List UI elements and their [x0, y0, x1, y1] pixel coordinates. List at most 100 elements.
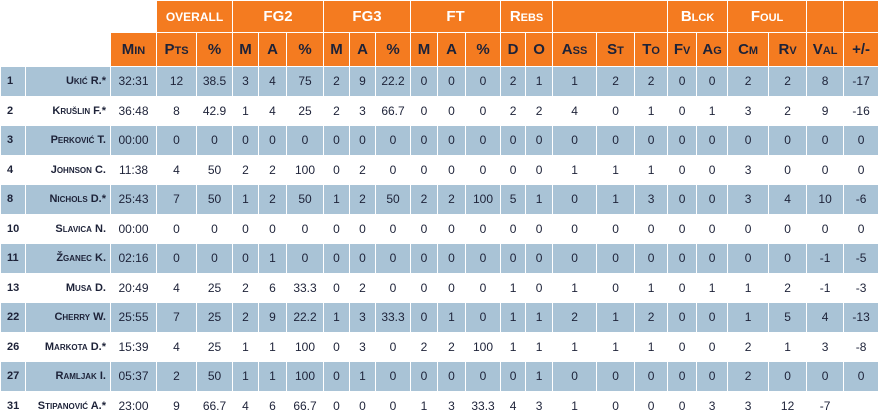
column-header: % — [375, 32, 412, 67]
stat-cell: 1 — [525, 66, 554, 97]
stat-cell: 2 — [500, 66, 527, 97]
player-name: Slavica N. — [25, 213, 111, 244]
stat-cell: 2 — [410, 184, 439, 215]
stat-cell: 0 — [437, 66, 467, 97]
player-name: Musa D. — [25, 272, 111, 303]
stat-cell: 1 — [525, 361, 554, 392]
header-blank — [843, 0, 878, 33]
column-header: D — [500, 32, 527, 67]
stat-cell: 1 — [634, 331, 669, 362]
stat-cell: 0 — [286, 243, 325, 274]
stat-cell: 66.7 — [375, 95, 412, 126]
player-number: 8 — [0, 184, 26, 215]
header-blank — [552, 0, 669, 33]
stat-cell: 0 — [696, 243, 729, 274]
stat-cell: 0 — [596, 361, 636, 392]
group-header: FG3 — [323, 0, 412, 33]
stat-cell: 36:48 — [109, 95, 158, 126]
stat-cell: 0 — [323, 154, 351, 185]
stat-cell: 2 — [768, 272, 808, 303]
stat-cell: 0 — [410, 95, 439, 126]
stat-cell: 0 — [232, 125, 260, 156]
stat-cell: 1 — [258, 331, 288, 362]
player-number: 1 — [0, 66, 26, 97]
stat-cell: 33.3 — [375, 302, 412, 333]
stat-cell: -13 — [843, 302, 878, 333]
stat-cell: 3 — [727, 184, 770, 215]
stat-cell: -16 — [843, 95, 878, 126]
stat-cell: 1 — [232, 361, 260, 392]
column-header: To — [634, 32, 669, 67]
stat-cell: 100 — [465, 184, 502, 215]
stat-cell: 20:49 — [109, 272, 158, 303]
player-name: Stipanović A.* — [25, 390, 111, 420]
stat-cell: 0 — [667, 243, 698, 274]
stat-cell: 4 — [806, 302, 845, 333]
player-name: Johnson C. — [25, 154, 111, 185]
stat-cell: 0 — [500, 213, 527, 244]
stat-cell: 0 — [667, 95, 698, 126]
stat-cell: 0 — [323, 243, 351, 274]
stat-cell: 22.2 — [286, 302, 325, 333]
stat-cell: 0 — [843, 213, 878, 244]
stat-cell: 0 — [500, 361, 527, 392]
stat-cell: 0 — [552, 213, 598, 244]
group-header: Blck — [667, 0, 729, 33]
player-number: 31 — [0, 390, 26, 420]
stat-cell: 2 — [768, 66, 808, 97]
stat-cell: 0 — [696, 125, 729, 156]
stat-cell: 0 — [375, 243, 412, 274]
stat-cell: 0 — [768, 361, 808, 392]
stat-cell: 0 — [375, 272, 412, 303]
stat-cell: 1 — [634, 95, 669, 126]
stat-cell: -5 — [843, 243, 878, 274]
stat-cell: 0 — [552, 243, 598, 274]
stat-cell: 1 — [634, 272, 669, 303]
stat-cell: 0 — [500, 243, 527, 274]
stat-cell: 0 — [437, 154, 467, 185]
stat-cell: 0 — [552, 125, 598, 156]
player-row: 26 Markota D.* 15:39 4 25 1 1 100 0 3 0 2 2 100 1 1 1 1 1 0… — [0, 331, 878, 362]
player-row: 11 Žganec K. 02:16 0 0 0 1 0 0 0 0 0 0 0 0 0 0 0 0 0 0 0 0 -1 -5 — [0, 243, 878, 274]
header-blank — [0, 0, 158, 33]
stat-cell: 0 — [258, 213, 288, 244]
stat-cell: 22.2 — [375, 66, 412, 97]
stat-cell: 2 — [500, 95, 527, 126]
stat-cell: 3 — [232, 66, 260, 97]
group-header: FG2 — [232, 0, 325, 33]
player-number: 22 — [0, 302, 26, 333]
stat-cell: 0 — [696, 184, 729, 215]
stat-cell: 0 — [667, 184, 698, 215]
stat-cell: 0 — [596, 125, 636, 156]
stat-cell: 3 — [349, 302, 377, 333]
stat-cell: 1 — [500, 302, 527, 333]
stat-cell: 50 — [196, 154, 234, 185]
stat-cell: 9 — [349, 66, 377, 97]
stat-cell: 0 — [437, 95, 467, 126]
stat-cell: 0 — [696, 66, 729, 97]
stat-cell: 25 — [196, 331, 234, 362]
stat-cell: 0 — [806, 154, 845, 185]
stat-cell: 2 — [525, 95, 554, 126]
stat-cell: 0 — [410, 243, 439, 274]
stat-cell: 8 — [806, 66, 845, 97]
group-header-row: OVERALL FG2 FG3 FT Rebs Blck Foul — [0, 0, 878, 33]
stat-cell: 2 — [552, 302, 598, 333]
header-blank — [0, 32, 111, 67]
player-number: 10 — [0, 213, 26, 244]
stat-cell: 1 — [323, 302, 351, 333]
stat-cell: 0 — [667, 390, 698, 420]
stat-cell: 1 — [410, 390, 439, 420]
stat-cell: 2 — [727, 331, 770, 362]
player-row: 10 Slavica N. 00:00 0 0 0 0 0 0 0 0 0 0 0 0 0 0 0 0 0 0 0 0 0 0 — [0, 213, 878, 244]
stat-cell: 0 — [196, 243, 234, 274]
column-header: O — [525, 32, 554, 67]
stat-cell: 0 — [410, 66, 439, 97]
stat-cell: 0 — [525, 243, 554, 274]
column-header: M — [232, 32, 260, 67]
player-name: Ramljak I. — [25, 361, 111, 392]
stat-cell: 0 — [375, 125, 412, 156]
stat-cell: 1 — [596, 184, 636, 215]
stat-cell: 11:38 — [109, 154, 158, 185]
